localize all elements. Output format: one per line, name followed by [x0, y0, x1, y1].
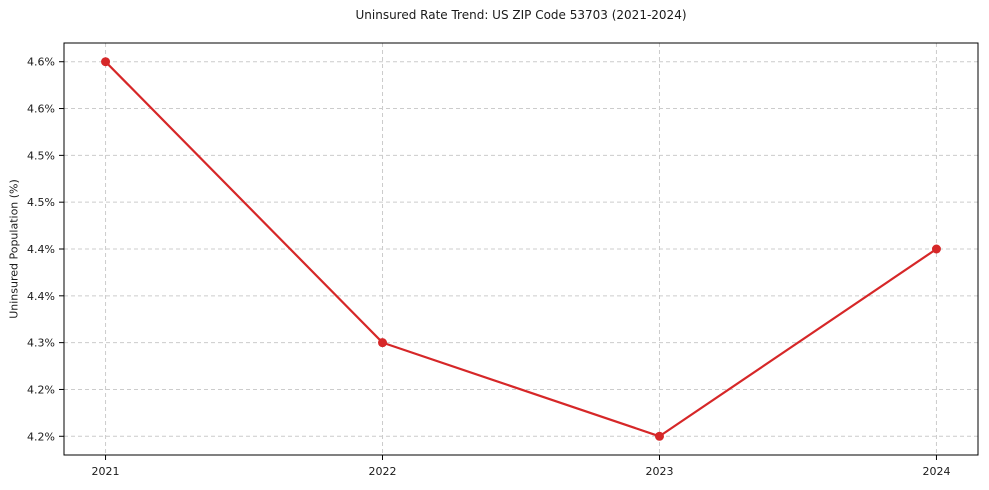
data-point-2021: [101, 57, 111, 67]
data-point-2022: [378, 338, 388, 348]
y-tick-label: 4.2%: [27, 383, 55, 396]
y-tick-label: 4.6%: [27, 103, 55, 116]
y-tick-label: 4.6%: [27, 56, 55, 69]
x-tick-label: 2024: [922, 465, 950, 478]
data-point-2024: [931, 244, 941, 254]
y-tick-label: 4.5%: [27, 149, 55, 162]
y-tick-label: 4.3%: [27, 337, 55, 350]
x-tick-label: 2021: [92, 465, 120, 478]
x-tick-label: 2022: [369, 465, 397, 478]
y-tick-label: 4.2%: [27, 430, 55, 443]
series-line-uninsured-rate: [104, 60, 938, 438]
y-tick-label: 4.4%: [27, 243, 55, 256]
y-tick-label: 4.5%: [27, 196, 55, 209]
y-tick-label: 4.4%: [27, 290, 55, 303]
chart-title: Uninsured Rate Trend: US ZIP Code 53703 …: [355, 8, 687, 22]
data-point-2023: [654, 431, 664, 441]
x-tick-label: 2023: [645, 465, 673, 478]
